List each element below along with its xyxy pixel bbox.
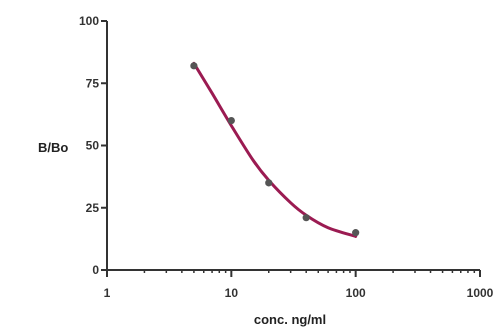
y-tick-label: 75 (86, 76, 100, 90)
x-tick-label: 10 (225, 286, 239, 300)
x-tick-label: 1 (104, 286, 111, 300)
data-points-layer (190, 62, 360, 237)
y-axis: 0 25 50 75 100 (79, 14, 108, 277)
x-tick-label: 1000 (467, 286, 494, 300)
data-point (302, 214, 310, 222)
y-axis-title: B/Bo (38, 140, 68, 155)
y-tick-label: 100 (79, 14, 99, 28)
y-tick-label: 50 (86, 139, 100, 153)
fit-curve (192, 61, 358, 238)
x-axis: 1 10 100 1000 (104, 269, 494, 300)
x-axis-title: conc. ng/ml (254, 312, 326, 327)
y-tick-label: 25 (86, 201, 100, 215)
fit-curve-layer (192, 61, 358, 238)
data-point (227, 117, 235, 125)
x-tick-label: 100 (346, 286, 366, 300)
data-point (190, 62, 198, 70)
data-point (265, 179, 273, 187)
data-point (352, 229, 360, 237)
y-tick-label: 0 (92, 263, 99, 277)
